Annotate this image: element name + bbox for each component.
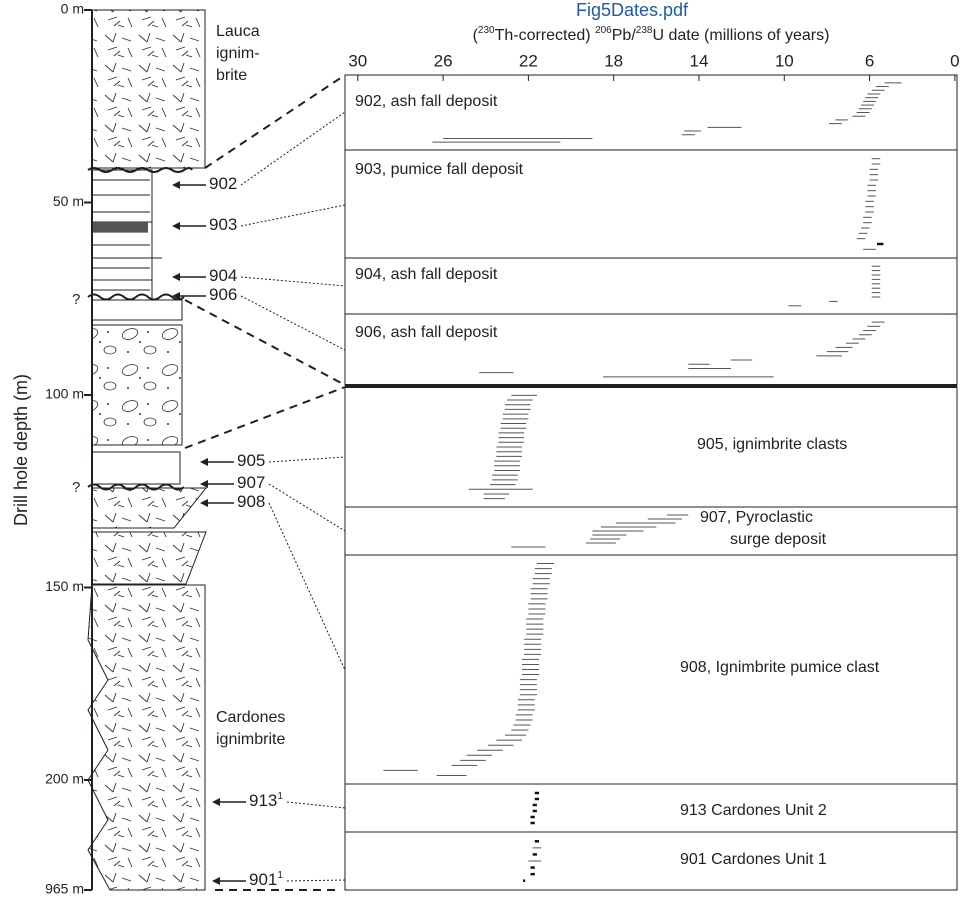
x-tick-label: 14 <box>690 51 709 70</box>
sample-number: 908 <box>237 492 265 511</box>
sample-label: 903 <box>209 215 237 234</box>
depth-tick-label: 50 m <box>53 193 84 209</box>
arrow-head <box>212 877 220 885</box>
panel-label: 908, Ignimbrite pumice clast <box>680 659 880 676</box>
label-part: Th-corrected) <box>495 27 595 44</box>
panel-frame <box>345 387 957 507</box>
sample-connector <box>287 802 345 808</box>
sample-connector <box>241 277 345 286</box>
x-tick-label: 18 <box>604 51 623 70</box>
arrow-head <box>172 222 180 230</box>
panel-label: 904, ash fall deposit <box>355 266 498 283</box>
arrow-head <box>172 181 180 189</box>
sample-label: 902 <box>209 174 237 193</box>
sample-connector <box>241 296 345 350</box>
sample-number: 905 <box>237 451 265 470</box>
sample-number: 901 <box>249 870 277 889</box>
unit-label: ignimbrite <box>216 731 285 748</box>
sample-label: 905 <box>237 451 265 470</box>
superscript: 206 <box>595 25 612 36</box>
query-mark: ? <box>72 479 80 496</box>
sample-number: 903 <box>209 215 237 234</box>
panel-label: 913 Cardones Unit 2 <box>680 802 827 819</box>
panel-label: 907, Pyroclastic surge deposit <box>700 509 827 548</box>
sample-connector <box>241 112 345 185</box>
panel-frame <box>345 507 957 555</box>
unit-label: Lauca <box>216 23 260 40</box>
sample-number: 913 <box>249 791 277 810</box>
depth-tick-label: 100 m <box>45 386 84 402</box>
arrow-head <box>200 458 208 466</box>
unit-label: Cardones <box>216 709 285 726</box>
sample-label: 9131 <box>249 791 283 811</box>
footnote-mark: 1 <box>277 791 283 802</box>
depth-tick-label: 965 m <box>45 881 84 897</box>
depth-tick-label: 200 m <box>45 771 84 787</box>
x-tick-label: 0 <box>950 51 959 70</box>
sample-number: 907 <box>237 473 265 492</box>
sample-label: 907 <box>237 473 265 492</box>
file-title: Fig5Dates.pdf <box>576 0 689 20</box>
arrow-head <box>200 480 208 488</box>
sample-connector <box>241 205 345 226</box>
arrow-head <box>200 499 208 507</box>
panel-label: 901 Cardones Unit 1 <box>680 851 827 868</box>
date-plot: (230Th-corrected) 206Pb/238U date (milli… <box>345 25 960 890</box>
panel-label: 905, ignimbrite clasts <box>697 436 847 453</box>
label-line: surge deposit <box>730 531 827 548</box>
x-tick-label: 22 <box>519 51 538 70</box>
label-part: Pb/ <box>612 27 637 44</box>
panel-label: 903, pumice fall deposit <box>355 161 524 178</box>
superscript: 238 <box>636 25 653 36</box>
sample-connector <box>287 880 345 881</box>
stratigraphic-column <box>88 10 345 890</box>
sample-connector <box>269 484 345 531</box>
depth-tick-label: 0 m <box>61 1 84 17</box>
sample-number: 902 <box>209 174 237 193</box>
unit-label: brite <box>216 67 247 84</box>
sample-label: 904 <box>209 266 237 285</box>
unit-label: ignim- <box>216 45 260 62</box>
sample-connector <box>269 457 345 462</box>
sample-number: 904 <box>209 266 237 285</box>
query-mark: ? <box>72 291 80 308</box>
sample-label: 906 <box>209 285 237 304</box>
x-tick-label: 26 <box>434 51 453 70</box>
x-tick-label: 30 <box>348 51 367 70</box>
x-tick-label: 10 <box>775 51 794 70</box>
label-line: 907, Pyroclastic <box>700 509 813 526</box>
superscript: 230 <box>478 25 495 36</box>
sample-label: 908 <box>237 492 265 511</box>
x-axis-label: (230Th-corrected) 206Pb/238U date (milli… <box>473 25 830 45</box>
arrow-head <box>212 798 220 806</box>
figure: Fig5Dates.pdf Drill hole depth (m) 0 m 50 … <box>0 0 963 898</box>
sample-connector <box>269 503 345 670</box>
sample-label: 9011 <box>249 870 283 890</box>
panel-label: 906, ash fall deposit <box>355 324 498 341</box>
sample-number: 906 <box>209 285 237 304</box>
arrow-head <box>172 273 180 281</box>
panel-label: 902, ash fall deposit <box>355 93 498 110</box>
footnote-mark: 1 <box>277 870 283 881</box>
label-part: U date (millions of years) <box>652 27 829 44</box>
x-tick-label: 6 <box>865 51 874 70</box>
depth-tick-label: 150 m <box>45 578 84 594</box>
y-axis-label: Drill hole depth (m) <box>11 374 31 526</box>
panel-frame <box>345 832 957 890</box>
panel-frame <box>345 784 957 832</box>
